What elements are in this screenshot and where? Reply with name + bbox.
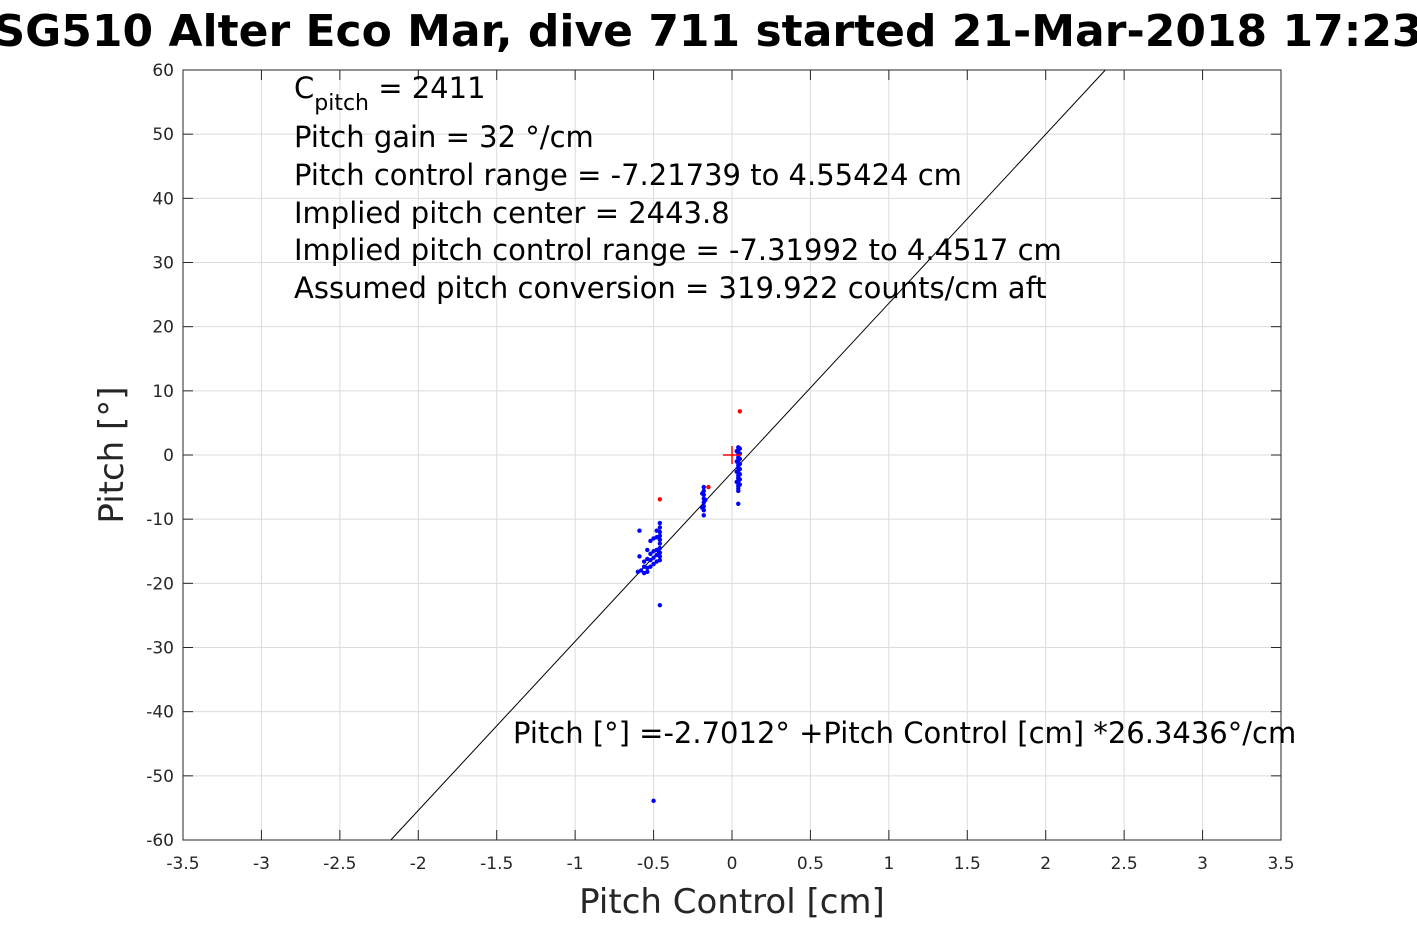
- data-point: [641, 570, 647, 576]
- data-point: [737, 456, 743, 462]
- data-point: [701, 513, 706, 518]
- x-tick-label: -0.5: [637, 854, 670, 874]
- y-tick-label: 50: [152, 125, 174, 145]
- data-point: [654, 559, 659, 564]
- data-point: [657, 541, 663, 546]
- x-axis-label: Pitch Control [cm]: [579, 882, 885, 922]
- y-tick-label: 20: [152, 318, 174, 338]
- annotation-c-pitch-base: C: [294, 71, 314, 105]
- annotation-line: Pitch control range = -7.21739 to 4.5542…: [294, 158, 962, 192]
- data-point: [737, 466, 743, 472]
- data-point: [734, 469, 739, 474]
- y-tick-label: 0: [163, 446, 174, 466]
- x-tick-label: -2.5: [323, 854, 356, 874]
- x-tick-label: 1: [883, 854, 894, 874]
- x-tick-label: 2: [1040, 854, 1051, 874]
- y-tick-label: -10: [146, 510, 174, 530]
- y-tick-label: -50: [146, 767, 174, 787]
- y-tick-label: 60: [152, 61, 174, 81]
- data-point: [657, 525, 663, 530]
- data-point: [645, 547, 650, 553]
- data-point: [651, 561, 656, 567]
- annotation-block: Cpitch = 2411 Pitch gain = 32 °/cm Pitch…: [294, 71, 1062, 305]
- data-point: [648, 551, 653, 557]
- annotation-line: Pitch gain = 32 °/cm: [294, 120, 594, 154]
- chart-title: SG510 Alter Eco Mar, dive 711 started 21…: [0, 6, 1417, 57]
- data-point: [737, 446, 743, 451]
- data-point: [734, 448, 739, 454]
- x-tick-label: 0.5: [797, 854, 824, 874]
- y-tick-label: 30: [152, 254, 174, 274]
- data-point: [648, 538, 653, 544]
- data-point: [734, 479, 739, 485]
- data-point: [654, 528, 659, 533]
- data-point: [657, 550, 663, 555]
- data-point: [641, 559, 647, 564]
- x-tick-label: 1.5: [954, 854, 981, 874]
- annotation-line: Implied pitch control range = -7.31992 t…: [294, 233, 1062, 267]
- data-point: [703, 497, 708, 503]
- data-point: [657, 497, 663, 502]
- x-axis-ticks: -3.5 -3 -2.5 -2 -1.5 -1 -0.5 0 0.5 1 1.5 2 2.5 3 3.5: [166, 70, 1295, 874]
- x-tick-label: 2.5: [1111, 854, 1138, 874]
- data-point: [737, 461, 743, 467]
- annotation-c-pitch: Cpitch = 2411: [294, 71, 486, 116]
- data-point: [651, 549, 656, 554]
- data-point: [651, 555, 656, 560]
- data-point: [734, 459, 739, 464]
- data-point: [736, 488, 741, 494]
- fit-line: [390, 69, 1106, 841]
- data-points-layer: [635, 409, 743, 804]
- data-point: [699, 505, 705, 510]
- data-point: [737, 477, 743, 482]
- data-point: [736, 501, 741, 506]
- x-tick-label: 3: [1197, 854, 1208, 874]
- annotation-line: Assumed pitch conversion = 319.922 count…: [294, 271, 1047, 305]
- x-tick-label: -1: [567, 854, 584, 874]
- data-point: [737, 482, 743, 487]
- data-point: [706, 484, 711, 490]
- y-axis-label: Pitch [°]: [92, 386, 132, 523]
- y-tick-label: 10: [152, 382, 174, 402]
- y-axis-ticks: -60 -50 -40 -30 -20 -10 0 10 20 30 40 50 60: [146, 61, 1281, 851]
- annotation-c-pitch-rest: = 2411: [369, 71, 486, 105]
- y-tick-label: -20: [146, 574, 174, 594]
- annotation-c-pitch-sub: pitch: [314, 91, 369, 116]
- x-tick-label: 3.5: [1267, 854, 1294, 874]
- x-tick-label: 0: [727, 854, 738, 874]
- data-point: [637, 554, 642, 559]
- data-point: [737, 472, 743, 477]
- y-tick-label: -30: [146, 639, 174, 659]
- fit-line-layer: [390, 69, 1106, 841]
- data-point: [701, 484, 706, 490]
- y-tick-label: 40: [152, 189, 174, 209]
- data-point: [654, 552, 659, 558]
- x-tick-label: -3: [253, 854, 270, 874]
- data-point: [651, 536, 656, 541]
- data-point: [657, 537, 663, 542]
- fit-equation: Pitch [°] =-2.7012° +Pitch Control [cm] …: [513, 716, 1296, 750]
- data-point: [651, 798, 656, 804]
- x-tick-label: -2: [410, 854, 427, 874]
- data-point: [635, 569, 641, 574]
- data-point: [637, 528, 642, 533]
- y-tick-label: -40: [146, 703, 174, 723]
- x-tick-label: -3.5: [166, 854, 199, 874]
- data-point: [645, 556, 650, 562]
- data-point: [737, 409, 743, 414]
- data-point: [657, 520, 663, 526]
- x-tick-label: -1.5: [480, 854, 513, 874]
- grid-lines: [182, 69, 1282, 841]
- data-point: [657, 602, 663, 608]
- data-point: [641, 564, 647, 569]
- annotation-line: Implied pitch center = 2443.8: [294, 196, 730, 230]
- data-point: [699, 491, 705, 496]
- y-tick-label: -60: [146, 831, 174, 851]
